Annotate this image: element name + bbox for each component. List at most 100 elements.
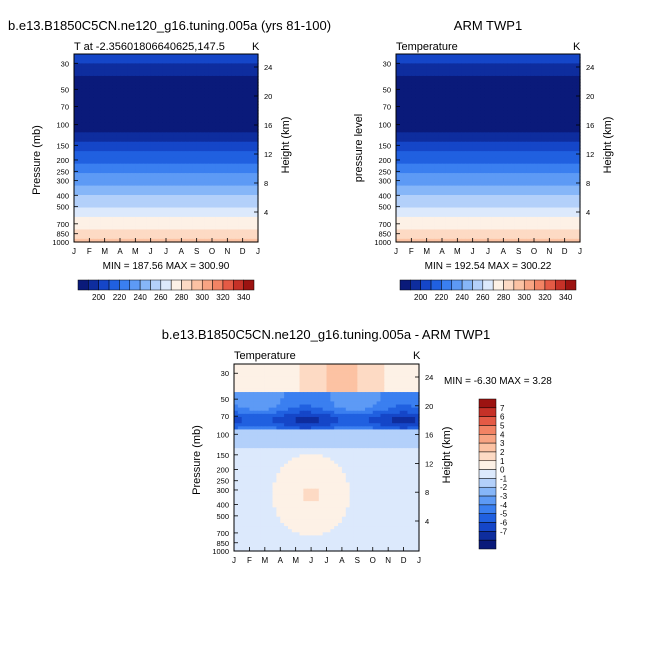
- field-cell: [223, 151, 228, 155]
- field-cell: [461, 69, 466, 74]
- field-cell: [81, 91, 87, 96]
- field-cell: [227, 176, 232, 180]
- field-cell: [553, 57, 558, 61]
- field-cell: [530, 122, 535, 127]
- field-cell: [104, 210, 110, 215]
- field-cell: [537, 122, 543, 127]
- field-cell: [104, 94, 110, 99]
- field-cell: [89, 110, 94, 115]
- field-cell: [154, 216, 159, 221]
- field-cell: [81, 229, 87, 234]
- field-cell: [166, 195, 171, 199]
- field-cell: [108, 75, 113, 80]
- field-cell: [415, 110, 420, 115]
- field-cell: [166, 204, 171, 209]
- field-cell: [89, 191, 94, 196]
- field-cell: [104, 113, 110, 118]
- field-cell: [514, 113, 520, 118]
- field-cell: [169, 88, 175, 93]
- field-cell: [572, 72, 577, 77]
- field-cell: [419, 126, 424, 130]
- field-cell: [238, 238, 244, 243]
- field-cell: [108, 229, 113, 234]
- field-cell: [403, 129, 409, 133]
- field-cell: [177, 201, 182, 205]
- field-cell: [93, 132, 98, 137]
- field-cell: [212, 126, 217, 130]
- field-cell: [476, 94, 481, 99]
- field-cell: [250, 213, 255, 218]
- field-cell: [254, 113, 259, 118]
- field-cell: [135, 198, 140, 202]
- field-cell: [181, 185, 186, 190]
- field-cell: [173, 195, 179, 199]
- field-cell: [127, 226, 133, 231]
- field-cell: [231, 138, 236, 143]
- field-cell: [189, 198, 194, 202]
- field-cell: [131, 220, 136, 224]
- field-cell: [231, 216, 236, 221]
- field-cell: [100, 179, 106, 184]
- field-cell: [89, 60, 94, 64]
- field-cell: [434, 179, 439, 184]
- field-cell: [572, 144, 577, 149]
- field-cell: [169, 91, 175, 96]
- field-cell: [534, 122, 539, 127]
- field-cell: [461, 113, 466, 118]
- field-cell: [457, 144, 462, 149]
- field-cell: [403, 101, 409, 105]
- field-cell: [242, 135, 248, 140]
- field-cell: [419, 148, 424, 152]
- field-cell: [568, 122, 573, 127]
- field-cell: [97, 116, 102, 121]
- field-cell: [572, 104, 577, 108]
- field-cell: [223, 110, 228, 115]
- field-cell: [445, 63, 451, 68]
- field-cell: [192, 135, 198, 140]
- field-cell: [545, 101, 550, 105]
- field-cell: [93, 185, 98, 190]
- field-cell: [223, 148, 228, 152]
- field-cell: [227, 238, 232, 243]
- field-cell: [537, 135, 543, 140]
- x-tick-label: J: [149, 247, 153, 256]
- field-cell: [154, 176, 159, 180]
- field-cell: [522, 157, 527, 162]
- field-cell: [131, 72, 136, 77]
- field-cell: [511, 63, 516, 68]
- field-cell: [204, 216, 209, 221]
- field-cell: [150, 207, 156, 212]
- field-cell: [484, 101, 489, 105]
- field-cell: [549, 135, 554, 140]
- field-cell: [196, 69, 202, 74]
- field-cell: [146, 201, 152, 205]
- field-cell: [97, 104, 102, 108]
- field-cell: [177, 226, 182, 231]
- field-cell: [403, 110, 409, 115]
- field-cell: [139, 179, 144, 184]
- field-cell: [143, 204, 148, 209]
- field-cell: [77, 141, 83, 146]
- field-cell: [200, 238, 205, 243]
- field-cell: [396, 116, 401, 121]
- field-cell: [534, 57, 539, 61]
- field-cell: [472, 63, 478, 68]
- field-cell: [503, 119, 508, 124]
- field-cell: [120, 232, 125, 237]
- field-cell: [227, 97, 232, 102]
- field-cell: [476, 132, 481, 137]
- field-cell: [150, 188, 156, 193]
- field-cell: [442, 97, 447, 102]
- field-cell: [407, 101, 412, 105]
- field-cell: [396, 119, 401, 124]
- field-cell: [192, 60, 198, 64]
- field-cell: [212, 185, 217, 190]
- field-cell: [438, 135, 443, 140]
- field-cell: [438, 154, 443, 158]
- field-cell: [403, 126, 409, 130]
- field-cell: [204, 119, 209, 124]
- field-cell: [100, 201, 106, 205]
- field-cell: [238, 201, 244, 205]
- field-cell: [120, 220, 125, 224]
- field-cell: [219, 191, 225, 196]
